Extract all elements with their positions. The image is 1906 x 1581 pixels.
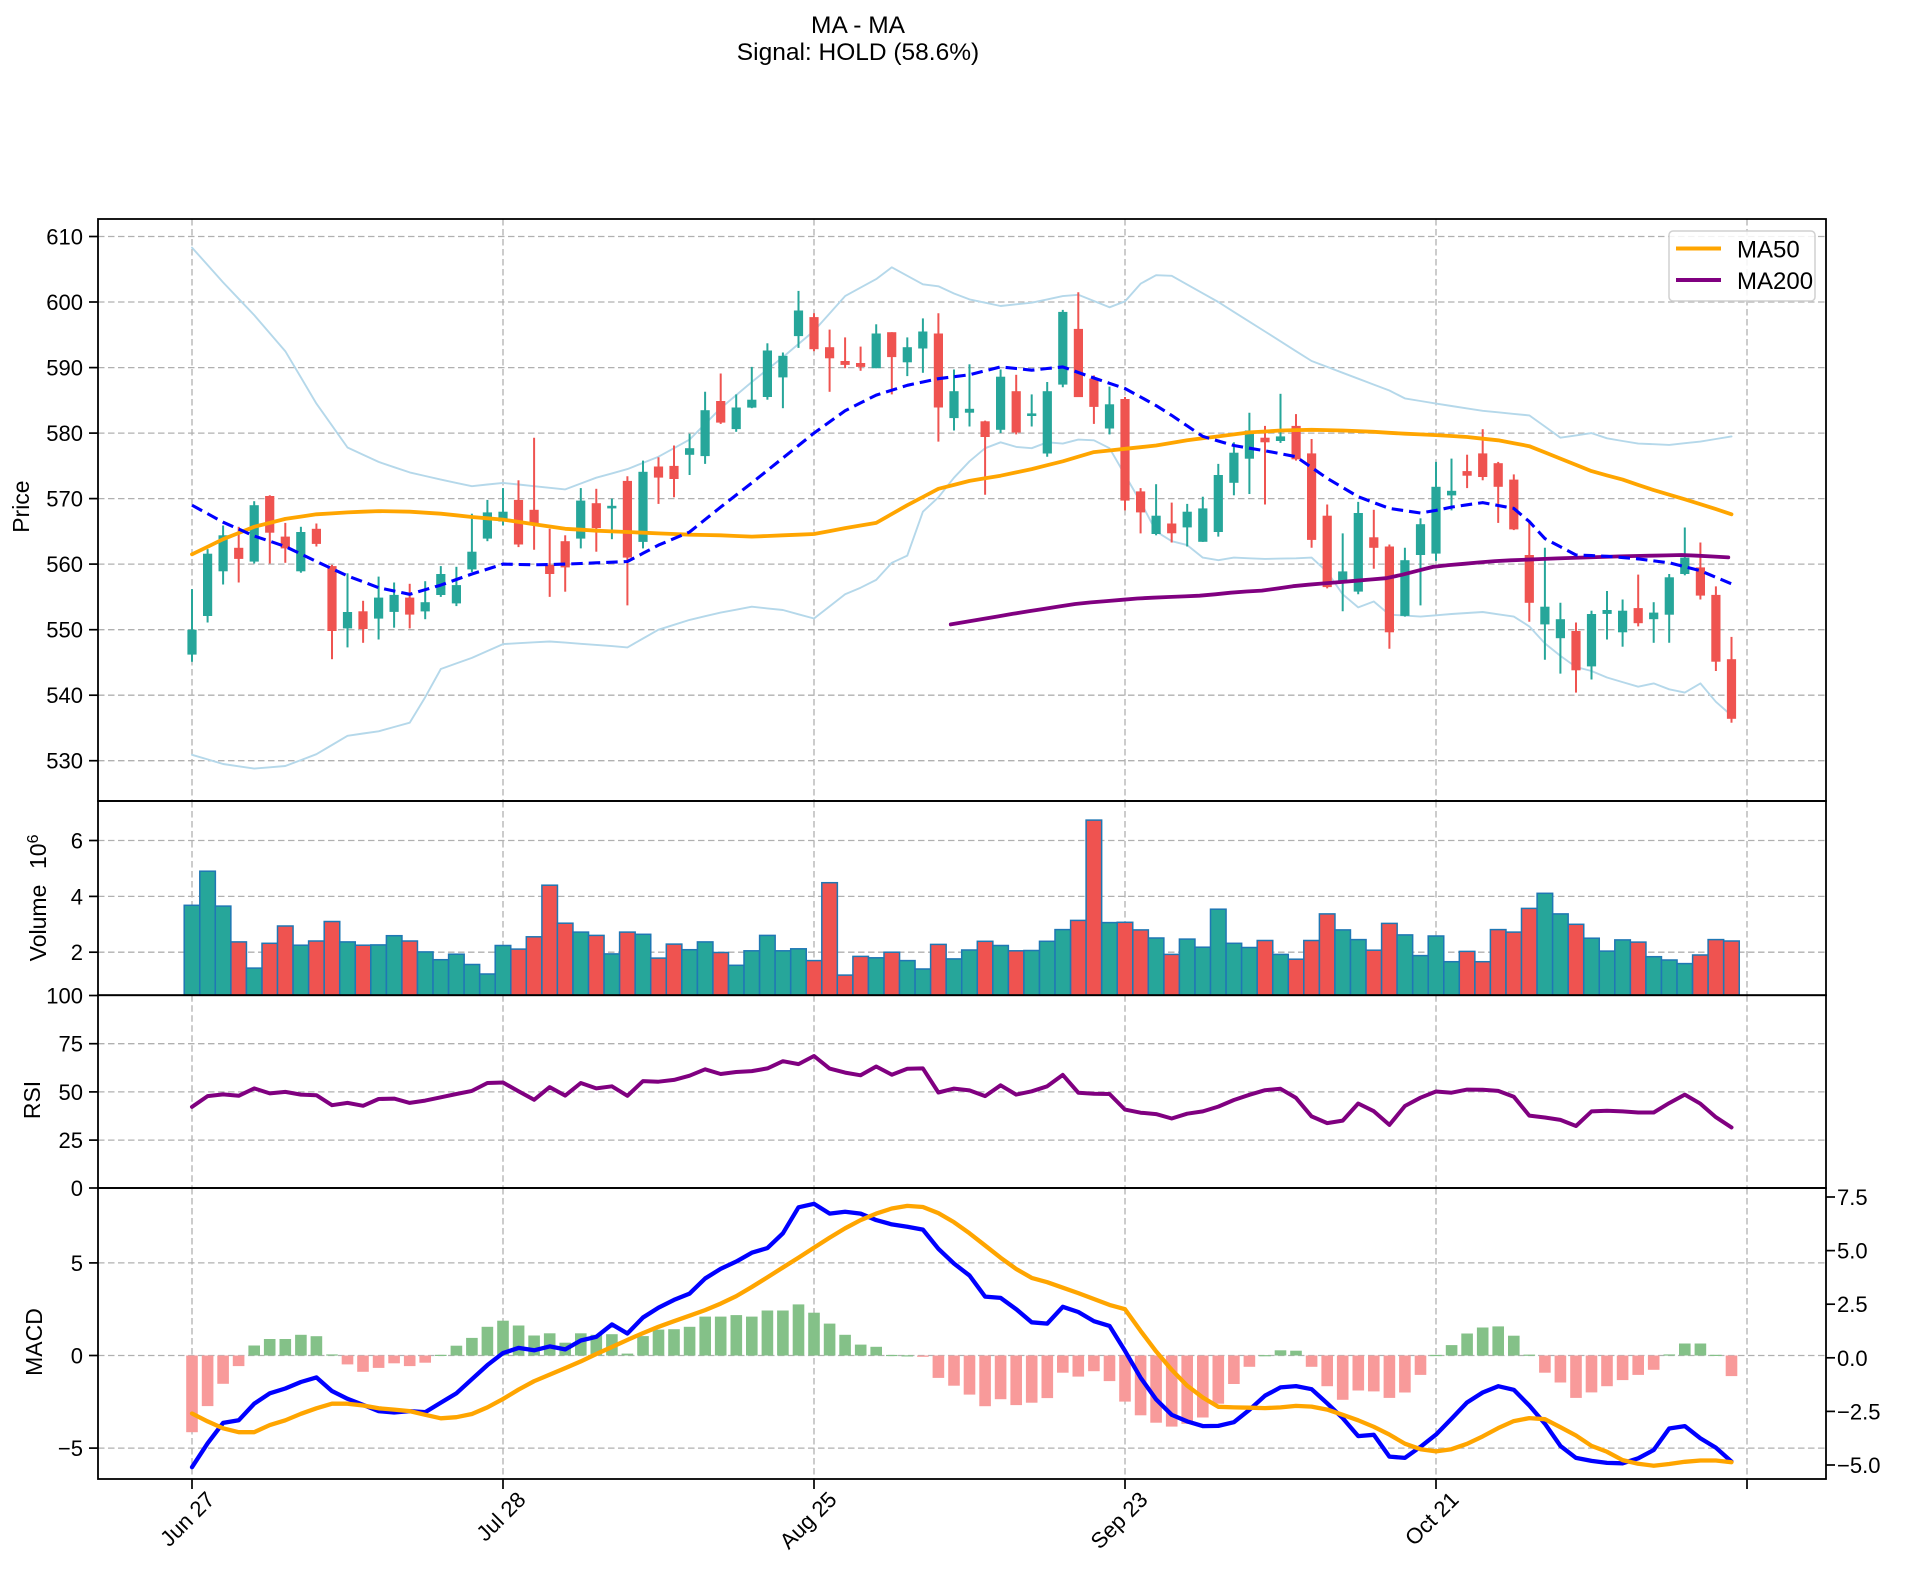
svg-text:550: 550 bbox=[46, 618, 83, 643]
svg-text:50: 50 bbox=[59, 1080, 83, 1105]
svg-text:540: 540 bbox=[46, 683, 83, 708]
svg-text:610: 610 bbox=[46, 225, 83, 250]
svg-text:Price: Price bbox=[8, 480, 34, 532]
svg-text:4: 4 bbox=[71, 884, 83, 909]
svg-text:Signal: HOLD (58.6%): Signal: HOLD (58.6%) bbox=[737, 39, 979, 66]
svg-text:−5.0: −5.0 bbox=[1837, 1453, 1880, 1478]
svg-text:570: 570 bbox=[46, 487, 83, 512]
svg-text:530: 530 bbox=[46, 749, 83, 774]
svg-text:560: 560 bbox=[46, 552, 83, 577]
svg-text:590: 590 bbox=[46, 356, 83, 381]
svg-text:5.0: 5.0 bbox=[1837, 1239, 1868, 1264]
svg-text:6: 6 bbox=[71, 829, 83, 854]
svg-text:0.0: 0.0 bbox=[1837, 1346, 1868, 1371]
svg-text:100: 100 bbox=[46, 984, 83, 1009]
svg-text:−2.5: −2.5 bbox=[1837, 1399, 1880, 1424]
svg-text:600: 600 bbox=[46, 290, 83, 315]
svg-text:0: 0 bbox=[71, 1344, 83, 1369]
svg-text:75: 75 bbox=[59, 1032, 83, 1057]
svg-text:0: 0 bbox=[71, 1176, 83, 1201]
svg-text:7.5: 7.5 bbox=[1837, 1185, 1868, 1210]
svg-text:106: 106 bbox=[25, 834, 51, 869]
svg-text:Volume: Volume bbox=[25, 885, 51, 962]
svg-text:2.5: 2.5 bbox=[1837, 1292, 1868, 1317]
svg-text:MACD: MACD bbox=[21, 1308, 47, 1376]
svg-text:MA200: MA200 bbox=[1737, 268, 1813, 295]
svg-text:25: 25 bbox=[59, 1128, 83, 1153]
svg-text:MA - MA: MA - MA bbox=[811, 12, 906, 39]
svg-text:5: 5 bbox=[71, 1251, 83, 1276]
svg-text:MA50: MA50 bbox=[1737, 237, 1800, 264]
svg-text:2: 2 bbox=[71, 940, 83, 965]
svg-text:−5: −5 bbox=[58, 1436, 83, 1461]
svg-text:580: 580 bbox=[46, 421, 83, 446]
svg-text:RSI: RSI bbox=[19, 1081, 45, 1119]
